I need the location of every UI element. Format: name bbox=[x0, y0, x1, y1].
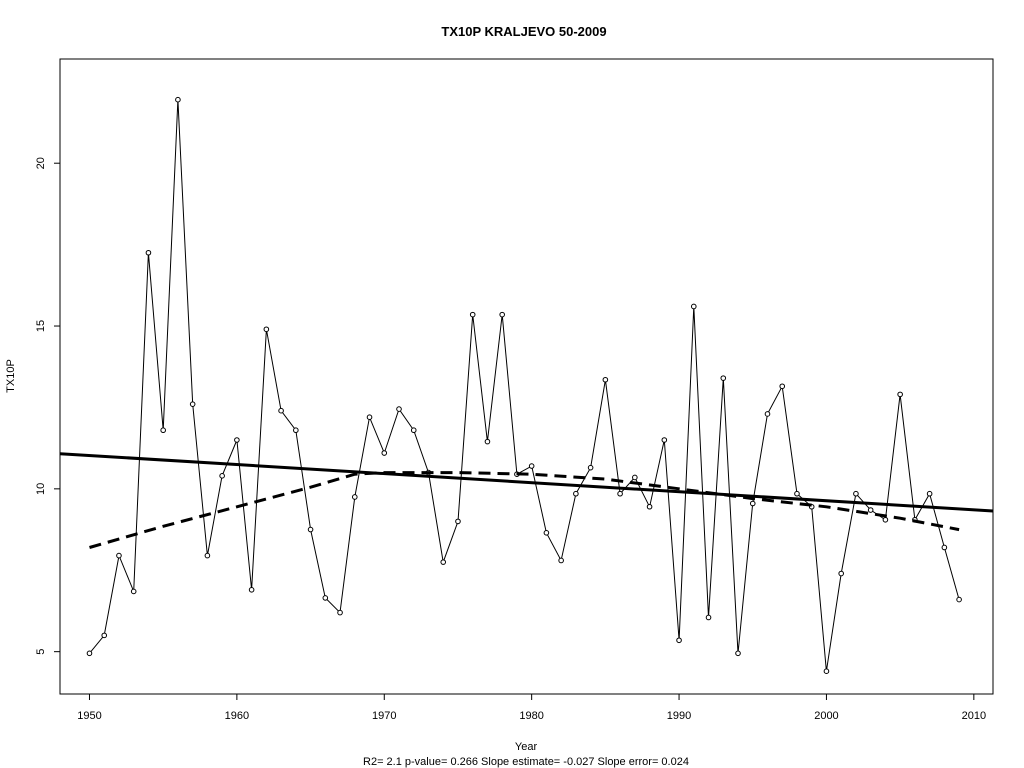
data-point bbox=[116, 552, 122, 559]
smoothed-trend-line bbox=[89, 471, 960, 549]
x-axis: 1950 1960 1970 1980 1990 2000 2010 bbox=[77, 694, 986, 722]
data-point bbox=[145, 249, 152, 256]
data-point bbox=[396, 406, 402, 412]
data-point bbox=[204, 552, 211, 559]
data-point bbox=[838, 570, 844, 577]
x-tick-label: 1950 bbox=[77, 710, 101, 722]
data-point bbox=[690, 303, 697, 310]
data-point bbox=[764, 411, 771, 417]
data-point bbox=[293, 427, 299, 434]
data-point bbox=[455, 518, 461, 525]
data-point bbox=[573, 490, 579, 497]
data-point bbox=[823, 668, 830, 675]
data-point bbox=[779, 383, 786, 390]
stats-caption: R2= 2.1 p-value= 0.266 Slope estimate= -… bbox=[363, 756, 689, 768]
data-point bbox=[720, 375, 727, 381]
data-point bbox=[749, 500, 756, 507]
data-point bbox=[646, 503, 653, 510]
data-point bbox=[956, 596, 962, 603]
y-tick-label: 20 bbox=[35, 157, 47, 169]
x-axis-label: Year bbox=[515, 741, 538, 753]
data-point bbox=[499, 311, 505, 318]
data-point bbox=[366, 414, 373, 421]
series-line bbox=[89, 99, 960, 672]
data-point bbox=[882, 516, 889, 523]
x-tick-label: 2000 bbox=[814, 710, 838, 722]
x-tick-label: 1990 bbox=[667, 710, 691, 722]
data-point bbox=[632, 474, 638, 481]
data-point bbox=[234, 437, 240, 443]
data-point bbox=[440, 559, 447, 565]
data-point bbox=[484, 438, 491, 445]
data-point bbox=[337, 609, 343, 616]
data-point bbox=[101, 632, 108, 639]
data-point bbox=[130, 588, 137, 595]
data-point bbox=[705, 614, 712, 621]
data-point bbox=[543, 530, 550, 536]
y-axis-label: TX10P bbox=[5, 359, 17, 393]
data-point bbox=[351, 494, 358, 500]
data-point bbox=[897, 391, 903, 398]
linear-trend-line bbox=[59, 452, 994, 513]
data-point bbox=[263, 326, 270, 333]
data-point bbox=[558, 557, 564, 564]
plot-area bbox=[59, 96, 994, 675]
data-point bbox=[278, 407, 284, 414]
data-point bbox=[587, 464, 594, 471]
data-point bbox=[867, 507, 874, 513]
y-tick-label: 5 bbox=[35, 649, 47, 655]
plot-frame bbox=[59, 58, 994, 695]
y-tick-label: 15 bbox=[35, 320, 47, 332]
data-point bbox=[248, 586, 255, 593]
data-point bbox=[322, 595, 329, 601]
x-tick-label: 1960 bbox=[225, 710, 249, 722]
data-point bbox=[469, 311, 476, 318]
data-point bbox=[661, 437, 668, 443]
data-point bbox=[528, 463, 535, 469]
data-point bbox=[853, 490, 859, 497]
x-tick-label: 1980 bbox=[519, 710, 543, 722]
data-point bbox=[617, 490, 623, 497]
data-point bbox=[794, 490, 800, 497]
chart-title: TX10P KRALJEVO 50-2009 bbox=[441, 24, 606, 39]
data-point bbox=[175, 96, 181, 103]
data-point bbox=[307, 526, 314, 533]
y-tick-label: 10 bbox=[35, 483, 47, 495]
data-point bbox=[602, 376, 609, 383]
data-point bbox=[381, 450, 388, 456]
data-point bbox=[86, 650, 93, 657]
data-point bbox=[410, 427, 417, 434]
data-point bbox=[189, 401, 196, 407]
x-tick-label: 2010 bbox=[962, 710, 986, 722]
data-point bbox=[735, 650, 741, 657]
x-tick-label: 1970 bbox=[372, 710, 396, 722]
data-point bbox=[941, 544, 948, 551]
y-axis: 5 10 15 20 bbox=[35, 157, 60, 655]
data-point bbox=[926, 490, 933, 497]
data-point bbox=[160, 427, 166, 434]
data-point bbox=[219, 473, 225, 479]
data-point bbox=[676, 637, 682, 644]
